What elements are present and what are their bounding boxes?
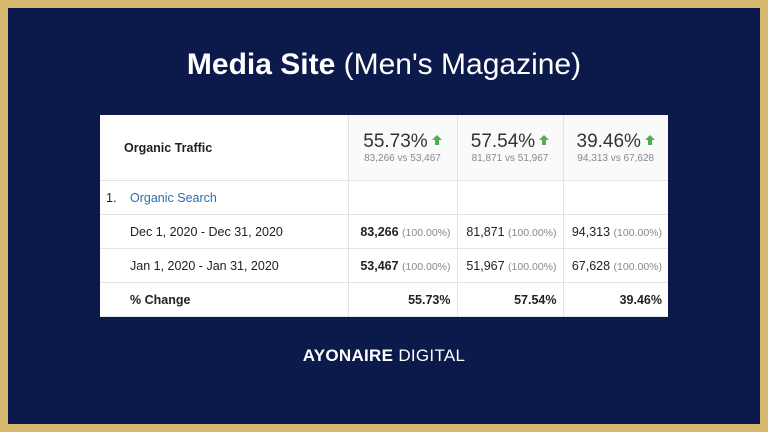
up-arrow <box>539 135 550 145</box>
group-row: 1. Organic Search <box>100 180 668 215</box>
change-value: 57.54% <box>470 131 536 152</box>
share: (100.00%) <box>508 260 557 273</box>
brand-rest: DIGITAL <box>398 346 466 365</box>
change-cell: 39.46% <box>562 282 668 317</box>
header-cell: 57.54% 81,871 vs 51,967 <box>456 115 563 181</box>
value-cell: 53,467 (100.00%) <box>347 248 457 283</box>
value-cell: 94,313 (100.00%) <box>562 214 668 249</box>
value: 67,628 <box>571 258 611 273</box>
change-value: 39.46% <box>576 131 641 152</box>
change-row: % Change 55.73% 57.54% 39.46% <box>100 282 668 317</box>
group-name: Organic Search <box>130 190 217 205</box>
header-row: Organic Traffic 55.73% 83,266 vs 53,467 57.… <box>100 115 668 181</box>
slide-title: Media Site (Men's Magazine) <box>8 48 760 82</box>
header-label: Organic Traffic <box>100 115 348 181</box>
arrow-shape <box>539 135 550 145</box>
value: 81,871 <box>466 224 505 239</box>
row-label: Dec 1, 2020 - Dec 31, 2020 <box>100 214 348 249</box>
change-line: 55.73% <box>355 131 451 153</box>
share: (100.00%) <box>402 226 451 239</box>
value-cell: 51,967 (100.00%) <box>456 248 563 283</box>
value-cell: 67,628 (100.00%) <box>562 248 668 283</box>
arrow-shape <box>644 135 655 145</box>
brand: AYONAIRE DIGITAL <box>8 346 760 366</box>
date-row: Dec 1, 2020 - Dec 31, 2020 83,266 (100.00… <box>100 214 668 249</box>
header-cell: 39.46% 94,313 vs 67,628 <box>562 115 668 181</box>
brand-bold: AYONAIRE <box>302 346 394 365</box>
change-cell: 57.54% <box>456 282 563 317</box>
empty-cell <box>347 180 457 215</box>
header-label-text: Organic Traffic <box>124 140 213 155</box>
analytics-table: Organic Traffic 55.73% 83,266 vs 53,467 57.… <box>100 115 668 317</box>
value-cell: 83,266 (100.00%) <box>347 214 457 249</box>
up-arrow <box>431 135 442 145</box>
empty-cell <box>562 180 668 215</box>
header-cell: 55.73% 83,266 vs 53,467 <box>347 115 457 181</box>
share: (100.00%) <box>613 260 662 273</box>
change-cell: 55.73% <box>347 282 457 317</box>
share: (100.00%) <box>613 226 662 239</box>
up-arrow <box>644 135 655 145</box>
change-line: 57.54% <box>464 131 557 153</box>
change-label: % Change <box>100 282 348 317</box>
compare-text: 81,871 vs 51,967 <box>471 153 549 164</box>
change-line: 39.46% <box>570 131 663 153</box>
value: 83,266 <box>360 224 399 239</box>
value: 51,967 <box>466 258 505 273</box>
empty-cell <box>456 180 563 215</box>
compare-text: 94,313 vs 67,628 <box>577 153 655 164</box>
share: (100.00%) <box>402 260 451 273</box>
value: 94,313 <box>571 224 611 239</box>
change-value: 55.73% <box>363 131 428 152</box>
date-row: Jan 1, 2020 - Jan 31, 2020 53,467 (100.00… <box>100 248 668 283</box>
share: (100.00%) <box>508 226 557 239</box>
value: 53,467 <box>360 258 399 273</box>
arrow-shape <box>431 135 442 145</box>
group-label: 1. Organic Search <box>100 180 348 215</box>
title-bold: Media Site <box>186 48 336 81</box>
group-index: 1. <box>106 190 117 205</box>
title-rest: (Men's Magazine) <box>343 48 582 81</box>
value-cell: 81,871 (100.00%) <box>456 214 563 249</box>
compare-text: 83,266 vs 53,467 <box>364 153 441 164</box>
row-label: Jan 1, 2020 - Jan 31, 2020 <box>100 248 348 283</box>
